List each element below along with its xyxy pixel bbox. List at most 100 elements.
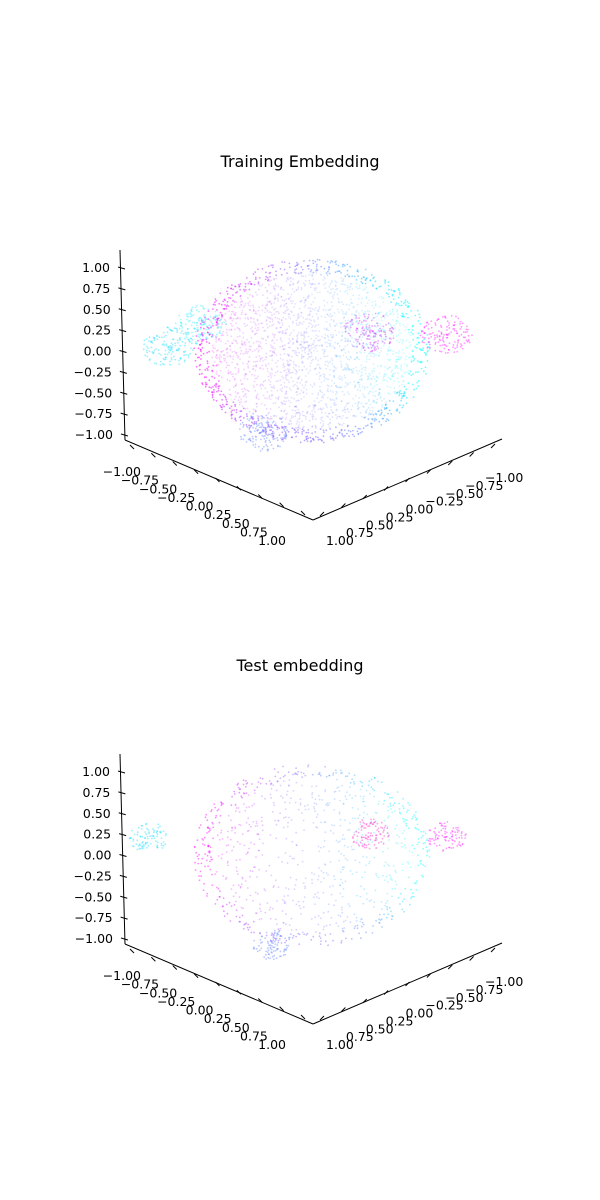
scatter-point <box>350 938 353 940</box>
scatter-point <box>312 413 314 416</box>
cluster-point <box>449 837 451 840</box>
scatter-point <box>344 919 347 922</box>
scatter-point <box>366 408 369 411</box>
cluster-point <box>186 328 189 330</box>
scatter-point <box>311 308 314 310</box>
scatter-point <box>268 395 271 397</box>
cluster-point <box>191 349 194 352</box>
cluster-point <box>282 954 285 956</box>
scatter-point <box>261 820 263 823</box>
scatter-point <box>332 369 335 372</box>
scatter-point <box>344 795 347 798</box>
scatter-point <box>314 358 317 360</box>
scatter-point <box>402 797 405 800</box>
scatter-point <box>308 259 311 262</box>
scatter-point <box>370 384 372 386</box>
scatter-point <box>414 882 416 885</box>
scatter-point <box>392 335 395 337</box>
scatter-point <box>387 358 390 361</box>
scatter-point <box>206 326 209 329</box>
cluster-point <box>149 835 151 837</box>
scatter-point <box>340 363 343 366</box>
cluster-point <box>363 313 365 316</box>
cluster-point <box>430 838 432 840</box>
scatter-point <box>323 337 326 339</box>
scatter-point <box>271 266 274 269</box>
scatter-point <box>372 413 375 416</box>
scatter-point <box>307 437 310 439</box>
scatter-point <box>230 322 232 325</box>
scatter-point <box>367 377 369 380</box>
scatter-point <box>294 269 296 271</box>
scatter-point <box>291 320 294 323</box>
cluster-point <box>146 351 149 354</box>
scatter-point <box>418 361 421 363</box>
scatter-point <box>386 892 389 895</box>
cluster-point <box>388 329 391 332</box>
scatter-point <box>373 367 375 370</box>
scatter-point <box>211 356 214 359</box>
scatter-point <box>195 851 198 854</box>
scatter-point <box>312 404 315 406</box>
scatter-point <box>347 332 349 335</box>
scatter-point <box>212 317 215 320</box>
scatter-point <box>417 371 419 373</box>
cluster-point <box>380 826 382 829</box>
cluster-point <box>428 341 430 343</box>
scatter-point <box>327 336 330 338</box>
scatter-point <box>303 330 306 333</box>
scatter-point <box>234 403 237 406</box>
cluster-point <box>266 445 269 448</box>
scatter-point <box>331 305 334 308</box>
y-tick-label: −1.00 <box>485 470 523 485</box>
scatter-point <box>273 277 275 280</box>
scatter-point <box>417 320 420 322</box>
scatter-point <box>309 365 311 367</box>
scatter-point <box>308 344 311 347</box>
scatter-point <box>338 301 341 304</box>
scatter-point <box>377 410 379 413</box>
scatter-point <box>402 302 405 305</box>
cluster-point <box>203 332 206 334</box>
scatter-point <box>286 862 289 864</box>
scatter-point <box>384 280 387 283</box>
scatter-point <box>288 423 291 426</box>
scatter-point <box>297 932 300 935</box>
scatter-point <box>288 313 291 315</box>
cluster-point <box>272 946 275 949</box>
cluster-point <box>457 843 460 845</box>
scatter-point <box>329 308 332 310</box>
scatter-point <box>220 350 223 353</box>
scatter-point <box>362 902 365 905</box>
scatter-point <box>303 439 306 442</box>
scatter-point <box>229 407 231 410</box>
scatter-point <box>352 341 355 343</box>
scatter-point <box>340 878 342 881</box>
scatter-point <box>196 839 199 842</box>
cluster-point <box>270 951 273 953</box>
scatter-point <box>337 300 340 303</box>
scatter-point <box>340 853 343 855</box>
cluster-point <box>362 333 365 335</box>
scatter-point <box>218 363 220 366</box>
scatter-point <box>318 798 321 801</box>
scatter-point <box>270 367 273 370</box>
cluster-point <box>144 837 147 839</box>
scatter-point <box>257 375 259 378</box>
cluster-point <box>433 842 436 845</box>
scatter-point <box>357 401 360 404</box>
scatter-point <box>400 842 403 844</box>
scatter-point <box>265 304 268 307</box>
scatter-point <box>215 354 218 357</box>
scatter-point <box>333 374 335 377</box>
scatter-point <box>390 878 392 881</box>
scatter-point <box>324 363 327 366</box>
scatter-point <box>375 354 377 356</box>
scatter-point <box>270 389 273 392</box>
cluster-point <box>283 437 286 440</box>
scatter-point <box>229 920 232 922</box>
scatter-point <box>407 382 410 384</box>
scatter-point <box>338 415 341 418</box>
scatter-point <box>311 882 313 885</box>
z-tick-label: −1.00 <box>75 427 113 442</box>
